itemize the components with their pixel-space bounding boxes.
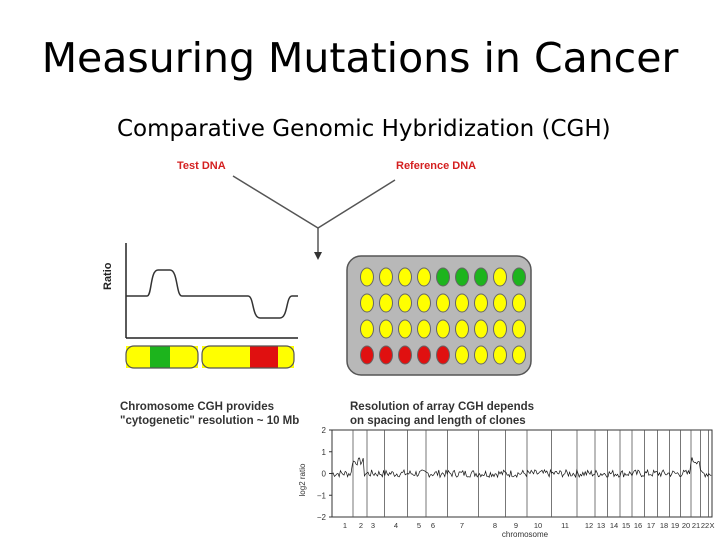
- chromosome-tick-label: 4: [394, 521, 398, 530]
- y-tick-label: −1: [317, 491, 327, 500]
- array-spot: [474, 319, 488, 339]
- array-spot: [512, 345, 526, 365]
- array-spot: [360, 319, 374, 339]
- array-spot: [360, 267, 374, 287]
- ratio-plot: [125, 243, 298, 339]
- chromosome-tick-label: 2: [359, 521, 363, 530]
- ratio-axis-label: Ratio: [102, 262, 114, 291]
- array-spot: [417, 319, 431, 339]
- chromosome-tick-label: 10: [534, 521, 542, 530]
- test-dna-label: Test DNA: [177, 160, 226, 172]
- chromosome-band: [202, 346, 250, 368]
- chromosome-tick-label: 15: [622, 521, 630, 530]
- chromosome-tick-label: 18: [660, 521, 668, 530]
- y-axis-label: log2 ratio: [298, 463, 307, 496]
- array-spot: [455, 319, 469, 339]
- array-slide: [346, 255, 532, 376]
- array-spot: [398, 267, 412, 287]
- chromosome-band: [170, 346, 198, 368]
- chromosome-arm-p: [125, 345, 199, 369]
- array-spot: [512, 319, 526, 339]
- array-spot: [379, 345, 393, 365]
- chromosome-tick-label: 1: [343, 521, 347, 530]
- slide-subtitle: Comparative Genomic Hybridization (CGH): [117, 116, 611, 142]
- reference-dna-label: Reference DNA: [396, 160, 477, 172]
- array-spot: [512, 293, 526, 313]
- array-cgh-caption-line2: on spacing and length of clones: [350, 415, 526, 427]
- chromosome-tick-label: 19: [671, 521, 679, 530]
- chromosome-tick-label: 21: [692, 521, 700, 530]
- chromosome-cgh-caption-line2: "cytogenetic" resolution ~ 10 Mb: [120, 415, 300, 427]
- chromosome-band: [278, 346, 294, 368]
- y-tick-label: 1: [322, 448, 327, 457]
- array-cgh-caption-line1: Resolution of array CGH depends: [350, 401, 535, 413]
- array-spot: [379, 319, 393, 339]
- chromosome-tick-label: 7: [460, 521, 464, 530]
- array-spot: [493, 319, 507, 339]
- chromosome-tick-label: 9: [514, 521, 518, 530]
- chromosome-tick-label: 5: [417, 521, 421, 530]
- y-tick-label: 2: [322, 426, 327, 435]
- array-spot: [360, 345, 374, 365]
- arrow-head: [314, 252, 322, 260]
- array-spot: [360, 293, 374, 313]
- log2-ratio-trace: [331, 457, 712, 479]
- array-spot: [436, 293, 450, 313]
- chromosome-tick-label: 3: [371, 521, 375, 530]
- array-spot: [493, 345, 507, 365]
- array-spot: [455, 293, 469, 313]
- y-tick-label: 0: [322, 470, 327, 479]
- array-spot: [493, 293, 507, 313]
- array-spot: [455, 345, 469, 365]
- array-spot: [474, 293, 488, 313]
- array-spot: [417, 345, 431, 365]
- array-spot: [379, 267, 393, 287]
- x-axis-label: chromosome: [502, 530, 549, 539]
- array-spot: [474, 267, 488, 287]
- array-spot: [398, 345, 412, 365]
- chromosome-ideogram: [125, 345, 295, 369]
- array-spot: [512, 267, 526, 287]
- chromosome-band: [250, 346, 278, 368]
- array-spot: [455, 267, 469, 287]
- array-spot: [417, 293, 431, 313]
- chromosome-cgh-caption-line1: Chromosome CGH provides: [120, 401, 274, 413]
- chromosome-arm-q: [201, 345, 295, 369]
- merge-lines: [232, 175, 396, 229]
- chromosome-tick-label: X: [709, 521, 714, 530]
- array-spot: [436, 319, 450, 339]
- chromosome-tick-label: 20: [682, 521, 690, 530]
- chromosome-tick-label: 11: [561, 521, 569, 530]
- array-spot: [436, 267, 450, 287]
- chromosome-tick-label: 6: [431, 521, 435, 530]
- chromosome-band: [126, 346, 150, 368]
- chromosome-tick-label: 16: [634, 521, 642, 530]
- array-spot: [398, 319, 412, 339]
- array-spot: [417, 267, 431, 287]
- chromosome-band: [150, 346, 170, 368]
- chromosome-tick-label: 13: [597, 521, 605, 530]
- array-spot: [398, 293, 412, 313]
- array-spot: [474, 345, 488, 365]
- slide-title: Measuring Mutations in Cancer: [41, 34, 679, 82]
- chromosome-tick-label: 14: [610, 521, 618, 530]
- ratio-curve: [126, 269, 298, 319]
- array-spot: [379, 293, 393, 313]
- chromosome-tick-label: 22: [701, 521, 709, 530]
- chromosome-tick-label: 12: [585, 521, 593, 530]
- array-spot: [436, 345, 450, 365]
- array-spot: [493, 267, 507, 287]
- chromosome-tick-label: 17: [647, 521, 655, 530]
- chromosome-tick-label: 8: [493, 521, 497, 530]
- array-spots: [360, 267, 526, 365]
- y-tick-label: −2: [317, 513, 327, 522]
